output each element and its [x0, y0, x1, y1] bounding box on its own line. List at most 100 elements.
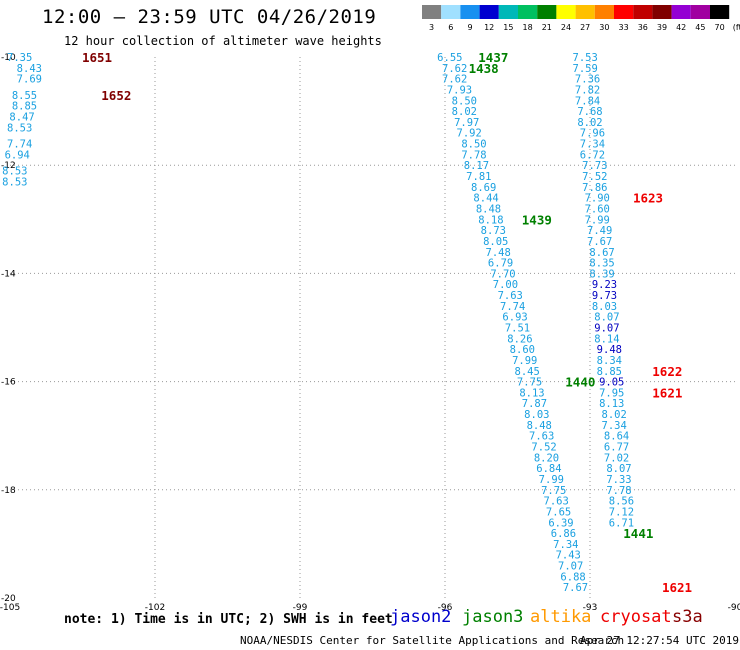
colorbar-swatch: [594, 5, 614, 19]
colorbar-label: 9: [467, 23, 472, 32]
swh-value: 7.63: [529, 431, 554, 443]
swh-value: 7.74: [500, 301, 525, 313]
colorbar-label: 18: [523, 23, 533, 32]
swh-value: 8.50: [452, 95, 477, 107]
swh-value: 8.45: [515, 366, 540, 378]
swh-value: 7.49: [587, 225, 612, 237]
swh-value: 7.36: [575, 74, 600, 86]
time-label: 1623: [633, 191, 663, 206]
colorbar-swatch: [710, 5, 730, 19]
swh-value: 7.62: [442, 74, 467, 86]
swh-value: 8.64: [604, 431, 629, 443]
colorbar-swatch: [633, 5, 653, 19]
swh-value: 7.95: [599, 387, 624, 399]
swh-value: 8.53: [2, 176, 27, 188]
x-tick-label: -105: [0, 603, 20, 613]
swh-value: 7.60: [585, 203, 610, 215]
swh-value: 8.07: [606, 463, 631, 475]
swh-value: 7.99: [512, 355, 537, 367]
swh-value: 8.02: [452, 106, 477, 118]
colorbar-swatch: [441, 5, 461, 19]
swh-value: 9.07: [594, 323, 619, 335]
swh-value: 7.52: [531, 442, 556, 454]
swh-value: 8.34: [597, 355, 622, 367]
swh-value: 8.48: [476, 203, 501, 215]
swh-value: 8.69: [471, 182, 496, 194]
swh-value: 8.02: [602, 409, 627, 421]
swh-value: 7.51: [505, 323, 530, 335]
swh-value: 7.62: [442, 63, 467, 75]
swh-value: 8.73: [481, 225, 506, 237]
colorbar-swatch: [575, 5, 595, 19]
x-tick-label: -99: [293, 603, 308, 613]
swh-value: 7.75: [517, 377, 542, 389]
y-tick-label: -12: [1, 161, 16, 171]
colorbar-label: 6: [448, 23, 453, 32]
time-label: 1622: [652, 364, 682, 379]
swh-value: 6.93: [502, 312, 527, 324]
colorbar-swatch: [460, 5, 480, 19]
colorbar-label: 70: [715, 23, 725, 32]
swh-value: 7.33: [606, 474, 631, 486]
time-label: 1438: [469, 61, 499, 76]
x-tick-label: -90: [728, 603, 740, 613]
swh-value: 7.34: [553, 539, 578, 551]
colorbar-swatch: [498, 5, 518, 19]
satellite-label-jason2: jason2: [390, 607, 452, 627]
swh-value: 7.86: [582, 182, 607, 194]
colorbar-swatch: [479, 5, 499, 19]
swh-value: 8.26: [507, 333, 532, 345]
swh-value: 6.86: [551, 528, 576, 540]
swh-value: 8.44: [473, 193, 498, 205]
swh-value: 7.63: [544, 496, 569, 508]
swh-value: 7.84: [575, 95, 600, 107]
swh-value: 9.73: [592, 290, 617, 302]
colorbar-swatch: [518, 5, 538, 19]
colorbar-label: 27: [580, 23, 590, 32]
swh-value: 7.99: [539, 474, 564, 486]
chart-title: 12:00 — 23:59 UTC 04/26/2019: [42, 6, 377, 28]
swh-value: 8.02: [577, 117, 602, 129]
swh-value: 7.35: [7, 52, 32, 64]
time-label: 1651: [82, 50, 112, 65]
swh-value: 6.94: [5, 149, 30, 161]
swh-value: 7.12: [609, 506, 634, 518]
colorbar-label: 33: [619, 23, 629, 32]
swh-value: 6.71: [609, 517, 634, 529]
satellite-label-s3a: s3a: [672, 607, 703, 627]
swh-value: 6.72: [580, 149, 605, 161]
swh-value: 9.05: [599, 377, 624, 389]
time-label: 1441: [623, 526, 653, 541]
y-tick-label: -16: [1, 378, 16, 388]
colorbar-label: 36: [638, 23, 648, 32]
swh-value: 8.56: [609, 496, 634, 508]
swh-value: 7.73: [582, 160, 607, 172]
time-label: 1621: [652, 385, 682, 400]
footer-credit: NOAA/NESDIS Center for Satellite Applica…: [240, 634, 625, 647]
colorbar-swatch: [422, 5, 442, 19]
y-tick-label: -18: [1, 486, 16, 496]
swh-value: 8.53: [2, 166, 27, 178]
swh-value: 6.39: [548, 517, 573, 529]
colorbar-swatch: [671, 5, 691, 19]
footer-timestamp: Apr 27 12:27:54 UTC 2019: [580, 634, 739, 647]
colorbar-label: 3: [429, 23, 434, 32]
swh-value: 8.03: [524, 409, 549, 421]
swh-value: 8.85: [597, 366, 622, 378]
swh-value: 7.53: [573, 52, 598, 64]
colorbar-swatch: [614, 5, 634, 19]
swh-value: 8.13: [599, 398, 624, 410]
colorbar-label: 30: [599, 23, 609, 32]
swh-value: 7.48: [486, 247, 511, 259]
swh-value: 8.55: [12, 90, 37, 102]
swh-value: 8.07: [594, 312, 619, 324]
swh-value: 7.34: [602, 420, 627, 432]
swh-value: 7.68: [577, 106, 602, 118]
swh-value: 8.13: [519, 387, 544, 399]
swh-value: 6.84: [536, 463, 561, 475]
swh-value: 7.93: [447, 84, 472, 96]
swh-value: 7.90: [585, 193, 610, 205]
chart-subtitle: 12 hour collection of altimeter wave hei…: [64, 34, 382, 48]
